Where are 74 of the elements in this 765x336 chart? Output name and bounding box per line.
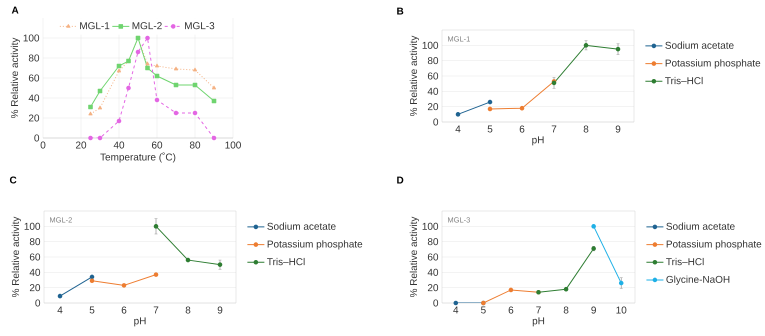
x-axis-title: pH — [532, 136, 544, 146]
x-tick-label: 0 — [40, 142, 46, 149]
legend-label: Potassium phosphate — [666, 59, 760, 69]
x-axis-title: pH — [532, 317, 544, 326]
y-tick-label: 0 — [433, 118, 438, 126]
legend-label: MGL-1 — [80, 22, 110, 30]
y-axis-title: % Relative activity — [410, 36, 420, 116]
y-tick-label: 80 — [428, 57, 438, 64]
x-tick-label: 9 — [218, 306, 222, 314]
y-tick-label: 60 — [30, 253, 40, 261]
x-tick-label: 4 — [453, 306, 458, 314]
y-tick-label: 20 — [428, 103, 438, 110]
x-tick-label: 5 — [90, 306, 94, 314]
x-tick-label: 6 — [520, 126, 524, 133]
x-tick-label: 9 — [591, 306, 596, 314]
chart-title: B — [397, 8, 404, 14]
legend-label: Glycine-NaOH — [666, 276, 730, 285]
x-tick-label: 5 — [488, 126, 492, 132]
x-tick-label: 10 — [616, 306, 626, 314]
y-tick-label: 60 — [28, 74, 40, 82]
x-tick-label: 6 — [122, 306, 126, 314]
x-tick-label: 80 — [190, 142, 200, 149]
legend-label: Potassium phosphate — [666, 240, 762, 250]
y-tick-label: 80 — [428, 238, 438, 246]
y-tick-label: 20 — [30, 284, 40, 292]
y-axis-title: % Relative activity — [410, 216, 420, 298]
legend-label: MGL-3 — [185, 22, 214, 30]
legend-label: Tris–HCl — [267, 258, 305, 266]
x-tick-label: 6 — [508, 306, 514, 314]
y-tick-label: 100 — [422, 42, 438, 49]
x-tick-label: 8 — [584, 126, 588, 133]
legend-label: Sodium acetate — [665, 42, 734, 49]
y-tick-label: 100 — [24, 34, 40, 42]
legend-label: Tris–HCl — [666, 258, 704, 266]
y-axis-title: % Relative activity — [12, 216, 22, 298]
legend-label: Potassium phosphate — [268, 240, 362, 250]
y-axis-title: % Relative activity — [10, 38, 20, 118]
x-tick-label: 7 — [154, 306, 158, 314]
y-tick-label: 20 — [428, 284, 438, 292]
x-tick-label: 8 — [186, 306, 190, 314]
x-axis-title: Temperature (˚C) — [100, 152, 176, 163]
y-tick-label: 40 — [428, 88, 438, 95]
x-tick-label: 4 — [455, 126, 460, 132]
y-tick-label: 20 — [28, 114, 40, 122]
y-tick-label: 0 — [34, 134, 40, 142]
y-tick-label: 0 — [35, 299, 40, 307]
chart-title: C — [10, 176, 16, 184]
legend-label: Sodium acetate — [666, 222, 735, 230]
legend-label: MGL-2 — [132, 22, 162, 30]
y-tick-label: 40 — [28, 94, 40, 102]
legend-label: Tris–HCl — [665, 76, 703, 84]
y-tick-label: 40 — [30, 268, 40, 276]
x-tick-label: 5 — [481, 306, 486, 314]
x-tick-label: 4 — [57, 306, 62, 314]
x-tick-label: 7 — [552, 126, 556, 132]
chart-title: D — [397, 176, 404, 184]
y-tick-label: 80 — [30, 238, 40, 246]
y-tick-label: 60 — [428, 72, 438, 80]
y-tick-label: 80 — [28, 54, 40, 62]
y-tick-label: 100 — [422, 222, 438, 230]
x-tick-label: 100 — [225, 142, 241, 149]
x-tick-label: 40 — [114, 142, 124, 149]
x-tick-label: 60 — [152, 142, 162, 149]
y-tick-label: 60 — [428, 253, 438, 261]
x-tick-label: 8 — [564, 306, 568, 314]
x-tick-label: 20 — [76, 142, 86, 149]
y-tick-label: 0 — [433, 299, 438, 307]
x-tick-label: 7 — [536, 306, 541, 314]
x-axis-title: pH — [134, 317, 146, 326]
y-tick-label: 40 — [428, 268, 438, 276]
chart-title: A — [12, 6, 18, 14]
legend-label: Sodium acetate — [267, 222, 336, 230]
y-tick-label: 100 — [24, 222, 40, 230]
x-tick-label: 9 — [616, 126, 620, 133]
